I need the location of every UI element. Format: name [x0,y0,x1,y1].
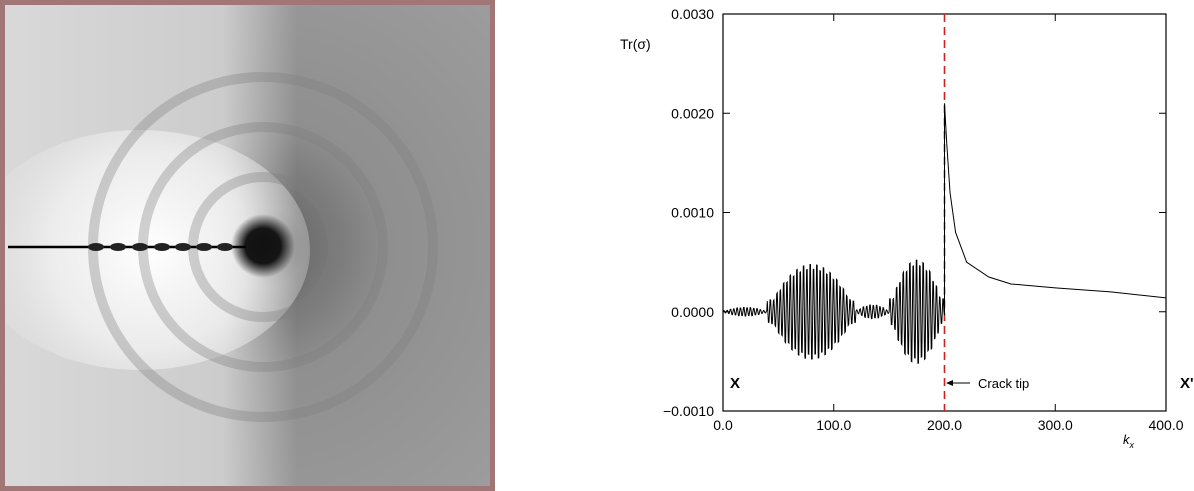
x-tick-label: 300.0 [1038,417,1073,433]
crack-tip-dark-core [231,214,295,278]
crack-tip-arrow-head [946,380,953,386]
field-frame [0,0,495,491]
x-tick-label: 200.0 [927,417,962,433]
y-ticks: −0.0010 0.0000 0.0010 0.0020 0.0030 [663,6,1166,419]
x-axis-label: kx [1123,432,1135,450]
x-ticks: 0.0 100.0 200.0 300.0 400.0 [713,14,1184,433]
x-tick-label: 400.0 [1148,417,1183,433]
left-marker: X [730,375,740,392]
y-tick-label: 0.0020 [671,105,714,121]
y-tick-label: 0.0000 [671,304,714,320]
y-axis-label: Tr(σ) [620,36,651,52]
crack-tip-annotation: Crack tip [946,376,1029,391]
y-tick-label: 0.0030 [671,6,714,22]
x-tick-label: 0.0 [713,417,733,433]
series-line-trace [722,103,1167,364]
crack-beads [88,243,233,251]
stress-field-image [0,0,495,491]
y-tick-label: 0.0010 [671,205,714,221]
crack-wake-glow [0,130,310,370]
x-tick-label: 100.0 [816,417,851,433]
crack-tip-label: Crack tip [978,376,1029,391]
y-tick-label: −0.0010 [663,403,714,419]
trace-stress-chart: Tr(σ) −0.0010 0.0000 0.0010 0.0020 0.0030 0.… [620,6,1194,450]
right-marker: X' [1180,375,1194,392]
